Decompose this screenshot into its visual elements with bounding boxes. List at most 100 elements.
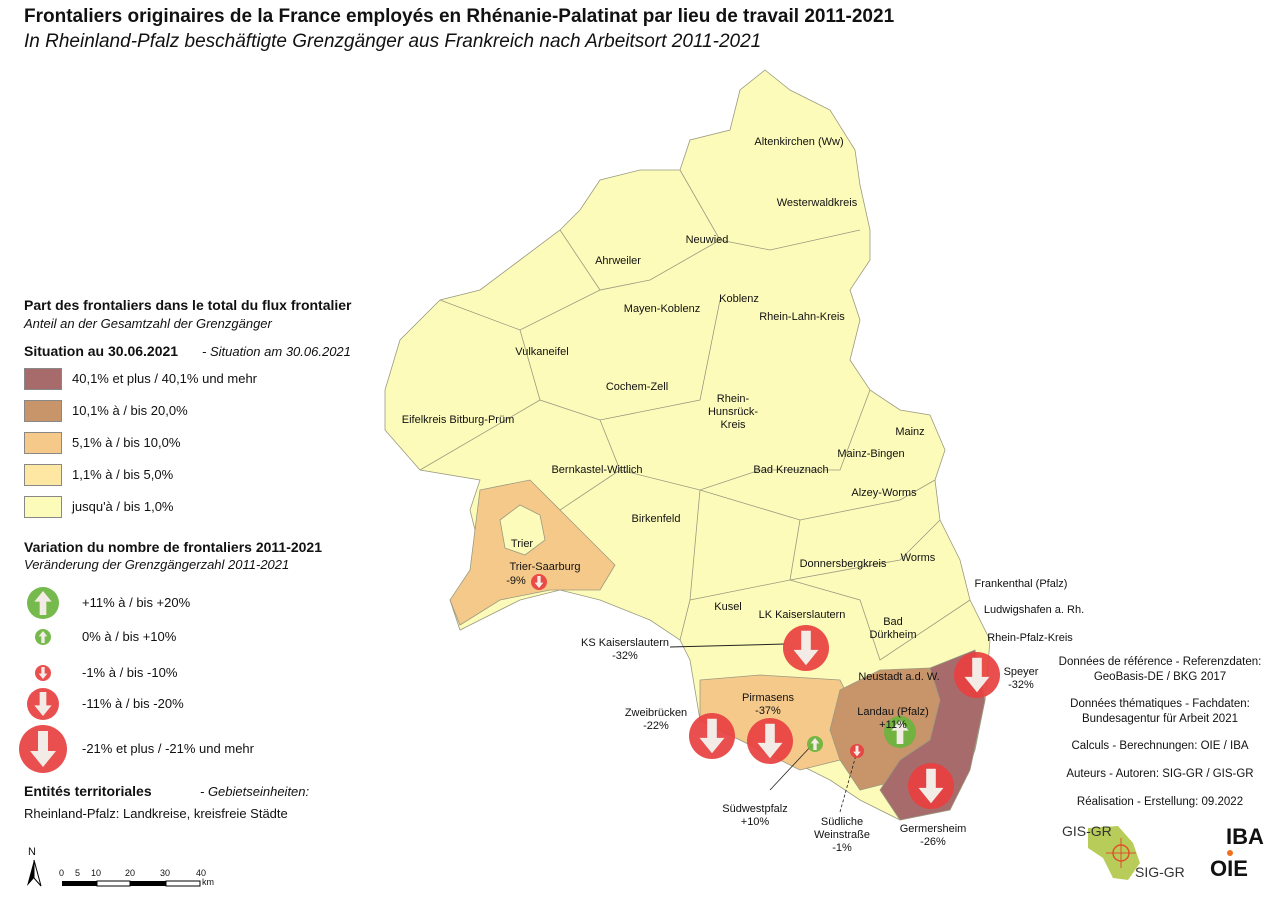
- oie-logo: OIE: [1210, 856, 1248, 881]
- north-label: N: [28, 846, 36, 858]
- label-vulkaneifel: Vulkaneifel: [515, 346, 569, 358]
- legend-swatch: [24, 464, 62, 486]
- change-symbol-germersheim-arrow-down-icon: [908, 763, 954, 809]
- legend-change-label: +11% à / bis +20%: [82, 595, 191, 610]
- label-bad-duerkheim: Bad Dürkheim: [869, 616, 917, 641]
- label-ludwigshafen: Ludwigshafen a. Rh.: [983, 604, 1085, 616]
- arrow-down-icon: [35, 665, 51, 681]
- scale-tick: 40: [196, 868, 207, 878]
- region-rlp-base: [384, 69, 991, 821]
- legend-share-subtitle: Anteil an der Gesamtzahl der Grenzgänger: [24, 316, 272, 331]
- label-westerwald: Westerwaldkreis: [776, 197, 858, 209]
- label-ks-kaiserslautern: KS Kaiserslautern -32%: [580, 637, 670, 662]
- change-symbol-suedliche-weinstrasse-arrow-down-icon: [850, 744, 864, 758]
- scale-bar: [62, 880, 201, 887]
- label-neustadt: Neustadt a.d. W.: [858, 671, 940, 683]
- legend-change-label: -1% à / bis -10%: [82, 665, 178, 680]
- change-symbol-speyer-arrow-down-icon: [954, 652, 1000, 698]
- change-symbol-ks-kaiserslautern-arrow-down-icon: [783, 625, 829, 671]
- legend-situation-de: - Situation am 30.06.2021: [202, 344, 351, 359]
- legend-change-label: -11% à / bis -20%: [82, 696, 184, 711]
- arrow-down-icon: [19, 725, 67, 773]
- credit-reference: Données de référence - Referenzdaten: Ge…: [1058, 656, 1262, 683]
- legend-class-label: 1,1% à / bis 5,0%: [72, 467, 174, 482]
- gis-gr-logo-text: GIS-GR: [1062, 823, 1112, 839]
- label-donnersberg: Donnersbergkreis: [799, 558, 887, 570]
- credit-authors: Auteurs - Autoren: SIG-GR / GIS-GR: [1066, 768, 1254, 780]
- label-neuwied: Neuwied: [685, 234, 729, 246]
- credit-thematic: Données thématiques - Fachdaten: Bundesa…: [1070, 698, 1250, 725]
- sig-gr-logo-text: SIG-GR: [1135, 864, 1185, 880]
- label-koblenz: Koblenz: [719, 293, 759, 305]
- label-suedwestpfalz: Südwestpfalz +10%: [722, 803, 788, 828]
- label-suedliche-weinstrasse: Südliche Weinstraße -1%: [813, 816, 871, 854]
- change-symbol-suedwestpfalz-arrow-up-icon: [807, 736, 823, 752]
- label-trier-saarburg-value: -9%: [506, 575, 526, 587]
- arrow-up-icon: [27, 587, 59, 619]
- legend-class-label: jusqu'à / bis 1,0%: [72, 499, 174, 514]
- label-eifelkreis: Eifelkreis Bitburg-Prüm: [401, 414, 515, 426]
- legend-change-label: 0% à / bis +10%: [82, 629, 177, 644]
- label-rhein-lahn: Rhein-Lahn-Kreis: [759, 311, 845, 323]
- label-trier-saarburg: Trier-Saarburg: [509, 561, 581, 573]
- change-symbol-zweibruecken-arrow-down-icon: [689, 713, 735, 759]
- change-symbol-landau-arrow-up-icon: [884, 716, 916, 748]
- credit-realisation: Réalisation - Erstellung: 09.2022: [1076, 796, 1244, 808]
- scale-tick: 20: [125, 868, 136, 878]
- legend-swatch: [24, 400, 62, 422]
- label-altenkirchen: Altenkirchen (Ww): [754, 136, 844, 148]
- legend-class-label: 40,1% et plus / 40,1% und mehr: [72, 371, 258, 386]
- arrow-down-icon: [27, 688, 59, 720]
- legend-class-label: 10,1% à / bis 20,0%: [72, 403, 188, 418]
- label-speyer: Speyer -32%: [1003, 666, 1039, 691]
- change-symbol-trier-saarburg-arrow-down-icon: [531, 574, 547, 590]
- label-zweibruecken: Zweibrücken -22%: [624, 707, 688, 732]
- scale-tick: 0: [59, 868, 65, 878]
- iba-logo: IBA: [1226, 824, 1264, 849]
- label-worms: Worms: [900, 552, 936, 564]
- label-ahrweiler: Ahrweiler: [595, 255, 641, 267]
- scale-tick: 10: [91, 868, 102, 878]
- gis-gr-logo: [1088, 826, 1140, 880]
- legend-change-label: -21% et plus / -21% und mehr: [82, 741, 254, 756]
- map-subtitle: In Rheinland-Pfalz beschäftigte Grenzgän…: [24, 31, 762, 52]
- label-bad-kreuznach: Bad Kreuznach: [753, 464, 829, 476]
- scale-unit: km: [202, 877, 214, 887]
- label-kusel: Kusel: [714, 601, 742, 613]
- label-birkenfeld: Birkenfeld: [631, 513, 681, 525]
- label-trier: Trier: [510, 538, 534, 550]
- legend-change-title: Variation du nombre de frontaliers 2011-…: [24, 539, 322, 555]
- legend-entities-text: Rheinland-Pfalz: Landkreise, kreisfreie …: [24, 806, 288, 821]
- label-rhein-pfalz-kreis: Rhein-Pfalz-Kreis: [987, 632, 1073, 644]
- label-mayen-koblenz: Mayen-Koblenz: [623, 303, 701, 315]
- label-mainz: Mainz: [895, 426, 925, 438]
- arrow-up-icon: [35, 629, 51, 645]
- label-rhein-hunsrueck: Rhein- Hunsrück- Kreis: [707, 393, 759, 431]
- label-mainz-bingen: Mainz-Bingen: [837, 448, 905, 460]
- credit-calculations: Calculs - Berechnungen: OIE / IBA: [1071, 740, 1249, 752]
- legend-situation: Situation au 30.06.2021: [24, 343, 179, 359]
- legend-class-label: 5,1% à / bis 10,0%: [72, 435, 181, 450]
- scale-tick: 5: [75, 868, 81, 878]
- change-symbol-pirmasens-arrow-down-icon: [747, 718, 793, 764]
- label-frankenthal: Frankenthal (Pfalz): [974, 578, 1068, 590]
- map-title: Frontaliers originaires de la France emp…: [24, 6, 895, 27]
- region-trier: [499, 504, 546, 556]
- legend-entities-title: Entités territoriales: [24, 783, 152, 799]
- legend-symbols: [19, 587, 67, 773]
- label-alzey-worms: Alzey-Worms: [851, 487, 917, 499]
- legend-entities-de: - Gebietseinheiten:: [200, 784, 310, 799]
- north-arrow-icon: [27, 859, 42, 887]
- legend-swatch: [24, 368, 62, 390]
- legend-change-subtitle: Veränderung der Grenzgängerzahl 2011-202…: [24, 557, 290, 572]
- label-landau: Landau (Pfalz) +11%: [857, 706, 929, 731]
- legend-swatch: [24, 432, 62, 454]
- district-boundaries: [419, 169, 971, 661]
- label-germersheim: Germersheim -26%: [899, 823, 967, 848]
- label-pirmasens: Pirmasens -37%: [742, 692, 794, 717]
- legend-swatch: [24, 496, 62, 518]
- label-cochem-zell: Cochem-Zell: [605, 381, 669, 393]
- label-bernkastel: Bernkastel-Wittlich: [551, 464, 643, 476]
- scale-tick: 30: [160, 868, 171, 878]
